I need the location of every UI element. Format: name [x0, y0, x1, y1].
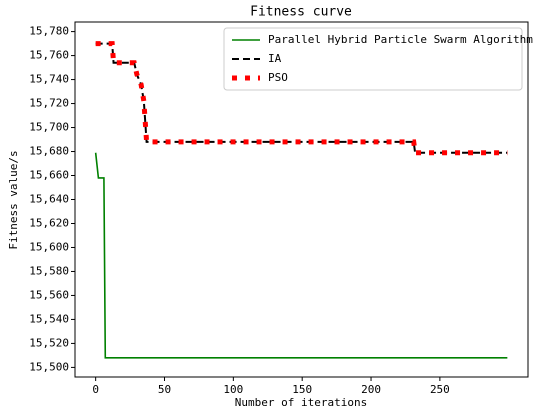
y-tick-label: 15,580 — [29, 264, 69, 277]
series-line — [94, 152, 508, 359]
y-tick-label: 15,720 — [29, 97, 69, 110]
x-tick-label: 0 — [92, 383, 99, 396]
legend-label: PSO — [268, 71, 288, 84]
y-tick-label: 15,700 — [29, 121, 69, 134]
x-tick-label: 200 — [361, 383, 381, 396]
legend-label: IA — [268, 52, 282, 65]
y-axis-label: Fitness value/s — [7, 150, 20, 249]
y-tick-label: 15,740 — [29, 73, 69, 86]
y-tick-label: 15,540 — [29, 312, 69, 325]
x-axis-label: Number of iterations — [235, 396, 367, 409]
y-tick-label: 15,620 — [29, 216, 69, 229]
y-tick-label: 15,780 — [29, 25, 69, 38]
x-tick-label: 150 — [292, 383, 312, 396]
x-tick-label: 50 — [158, 383, 171, 396]
y-tick-label: 15,640 — [29, 193, 69, 206]
y-tick-label: 15,680 — [29, 145, 69, 158]
y-tick-label: 15,520 — [29, 336, 69, 349]
legend-label: Parallel Hybrid Particle Swarm Algorithm — [268, 33, 533, 46]
x-tick-label: 100 — [223, 383, 243, 396]
y-tick-label: 15,760 — [29, 49, 69, 62]
series-line — [95, 41, 508, 156]
x-tick-label: 250 — [430, 383, 450, 396]
y-tick-label: 15,500 — [29, 360, 69, 373]
y-tick-label: 15,560 — [29, 288, 69, 301]
chart-title: Fitness curve — [250, 5, 352, 20]
legend-box — [223, 27, 523, 91]
y-tick-label: 15,660 — [29, 169, 69, 182]
y-tick-label: 15,600 — [29, 240, 69, 253]
